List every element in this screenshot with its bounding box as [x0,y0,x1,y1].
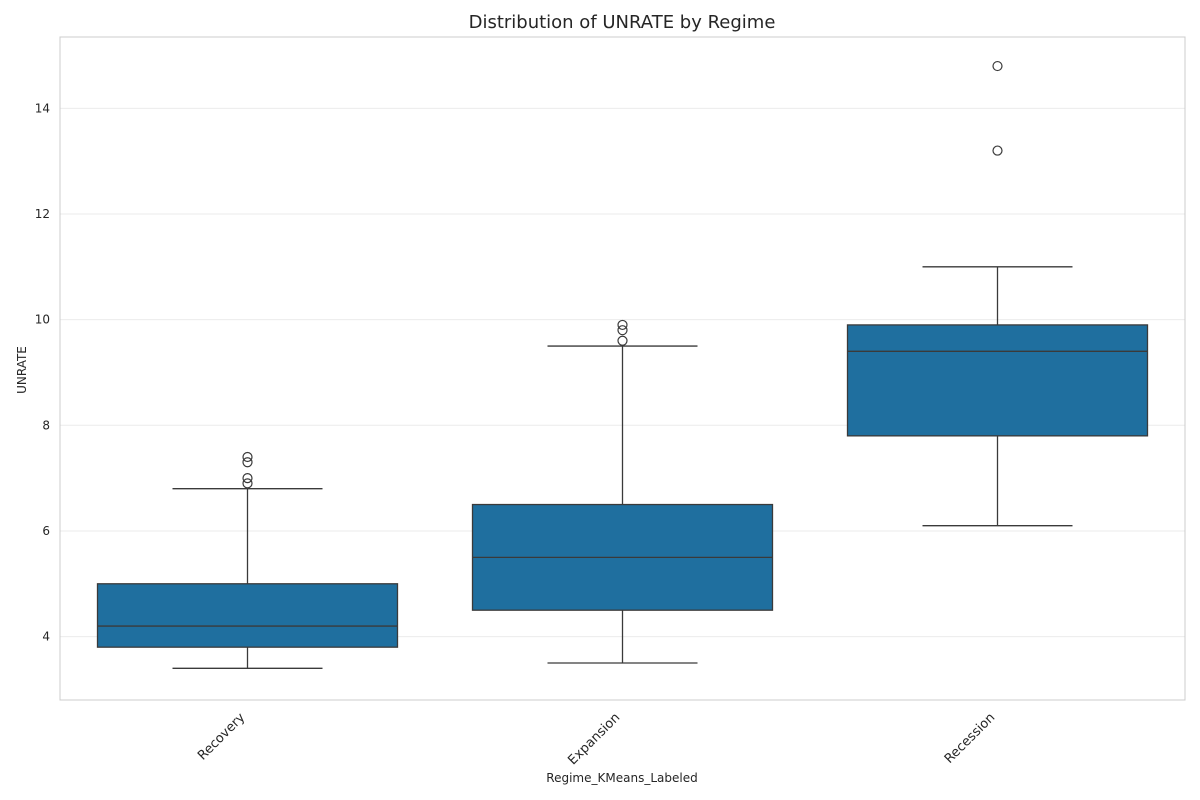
y-tick-labels: 4 6 8 10 12 14 [35,101,50,643]
plot-frame [59,36,1186,701]
x-tick-label: Recession [942,710,999,767]
y-tick-label: 4 [42,630,50,644]
outlier-point [617,335,628,346]
y-tick-label: 12 [35,207,50,221]
outlier-point [242,473,253,484]
outlier-point [242,478,253,489]
y-tick-label: 6 [42,524,50,538]
box-group-expansion [471,319,774,664]
outlier-point [242,451,253,463]
iqr-box [96,583,399,648]
box-group-recovery [96,451,399,669]
outlier-point [617,325,628,336]
outlier-point [992,145,1003,156]
box-layer [96,60,1149,669]
x-tick-label: Recovery [195,710,248,763]
box-group-recession [846,60,1149,527]
y-tick-label: 10 [35,313,50,327]
outlier-point [617,319,628,331]
iqr-box [846,324,1149,437]
y-tick-label: 14 [35,101,50,115]
x-tick-labels: Recovery Expansion Recession [195,710,998,768]
y-tick-label: 8 [42,418,50,432]
outlier-point [992,60,1003,72]
x-tick-label: Expansion [565,710,623,768]
y-axis-label: UNRATE [15,346,29,394]
outlier-point [242,457,253,468]
chart-title: Distribution of UNRATE by Regime [469,12,776,33]
x-axis-label: Regime_KMeans_Labeled [546,771,697,785]
